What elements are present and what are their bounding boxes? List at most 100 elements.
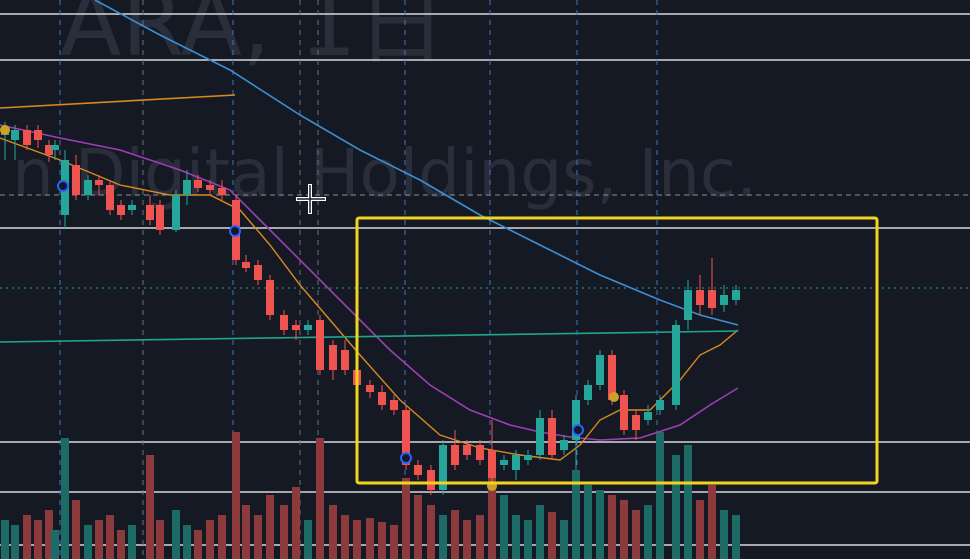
crosshair-cursor-inner (297, 185, 325, 213)
candle-body (316, 320, 324, 370)
support-line (0, 330, 739, 343)
candle-body (427, 470, 435, 490)
volume-bar (584, 485, 592, 559)
candle-body (51, 145, 59, 150)
volume-bar (608, 495, 616, 559)
candle-body (23, 130, 31, 145)
volume-bar (61, 438, 69, 559)
volume-bar (353, 520, 361, 559)
volume-bar (696, 500, 704, 559)
volume-bar (720, 510, 728, 559)
candle-body (378, 392, 386, 405)
candle-body (292, 325, 300, 330)
candle-body (156, 205, 164, 230)
volume-bar (183, 525, 191, 559)
candle-body (524, 455, 532, 460)
candle-body (45, 145, 53, 155)
candle-body (656, 400, 664, 410)
marker (229, 225, 241, 237)
candle-body (463, 445, 471, 455)
volume-bar (524, 520, 532, 559)
candle-body (146, 205, 154, 220)
candle-body (512, 455, 520, 470)
volume-bar (84, 525, 92, 559)
candle-body (280, 315, 288, 330)
volume-bar (341, 515, 349, 559)
marker (0, 125, 10, 135)
candle-body (548, 418, 556, 455)
volume-bar (172, 510, 180, 559)
volume-bar (280, 505, 288, 559)
volume-bar (488, 470, 496, 559)
volume-bar (439, 515, 447, 559)
candle-body (183, 180, 191, 195)
volume-bar (11, 525, 19, 559)
volume-bar (512, 515, 520, 559)
candle-body (117, 205, 125, 215)
volume-bar (1, 520, 9, 559)
candle-body (266, 280, 274, 315)
volume-bar (672, 455, 680, 559)
volume-bar (548, 512, 556, 559)
candle-body (329, 345, 337, 370)
candle-body (488, 450, 496, 478)
candle-body (696, 290, 704, 305)
volume-bar (242, 505, 250, 559)
volume-bar (414, 495, 422, 559)
volume-bar (316, 438, 324, 559)
candle-body (439, 445, 447, 490)
volume-bar (632, 510, 640, 559)
volume-bar (620, 500, 628, 559)
candle-body (366, 385, 374, 392)
volume-bar (366, 518, 374, 559)
candle-body (414, 465, 422, 475)
volume-bar (117, 530, 125, 559)
candle-body (584, 385, 592, 400)
volume-bar (708, 485, 716, 559)
volume-bar (146, 455, 154, 559)
candle-body (206, 185, 214, 190)
ma-blue (94, 0, 739, 326)
candle-body (106, 185, 114, 210)
watermark-company: n Digital Holdings, Inc. (12, 135, 757, 212)
volume-bar (329, 505, 337, 559)
watermark-symbol: ARA, 1日 (60, 0, 447, 77)
volume-bar (106, 515, 114, 559)
signal-markers (0, 125, 619, 491)
candle-body (95, 180, 103, 185)
volume-bar (266, 495, 274, 559)
marker (57, 180, 69, 192)
candle-body (632, 415, 640, 430)
candle-body (194, 180, 202, 188)
candle-body (608, 355, 616, 400)
volume-bar (536, 505, 544, 559)
volume-bar (95, 520, 103, 559)
marker (609, 392, 619, 402)
volume-bar (156, 520, 164, 559)
volume-bar (254, 515, 262, 559)
volume-bar (378, 522, 386, 559)
highlight-box (355, 216, 879, 485)
candle-body (720, 295, 728, 305)
candle-body (536, 418, 544, 455)
ma-purple (0, 124, 739, 441)
candle-body (732, 290, 740, 300)
candle-body (476, 445, 484, 460)
candle-body (390, 400, 398, 410)
candle-body (128, 205, 136, 210)
volume-bar (292, 487, 300, 559)
volume-bar (560, 520, 568, 559)
volume-bar (23, 515, 31, 559)
candle-body (304, 325, 312, 330)
candle-body (341, 350, 349, 370)
candle-body (572, 400, 580, 440)
volume-bar (218, 515, 226, 559)
volume-bar (500, 495, 508, 559)
volume-bar (72, 500, 80, 559)
candle-body (242, 262, 250, 268)
volume-bar (684, 445, 692, 559)
moving-averages (0, 0, 739, 461)
